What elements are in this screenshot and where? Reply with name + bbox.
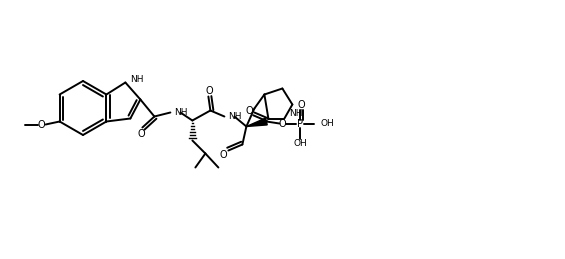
Text: OH: OH bbox=[293, 139, 307, 148]
Text: NH: NH bbox=[175, 108, 188, 117]
Text: NH: NH bbox=[289, 109, 303, 118]
Text: O: O bbox=[246, 105, 253, 116]
Text: NH: NH bbox=[228, 112, 242, 121]
Text: O: O bbox=[279, 119, 286, 128]
Text: NH: NH bbox=[131, 75, 144, 84]
Text: O: O bbox=[206, 85, 213, 96]
Text: O: O bbox=[38, 119, 45, 130]
Polygon shape bbox=[246, 118, 267, 126]
Text: O: O bbox=[220, 149, 227, 160]
Text: P: P bbox=[297, 119, 303, 128]
Text: O: O bbox=[298, 99, 305, 110]
Text: OH: OH bbox=[320, 119, 334, 128]
Text: O: O bbox=[137, 128, 145, 139]
